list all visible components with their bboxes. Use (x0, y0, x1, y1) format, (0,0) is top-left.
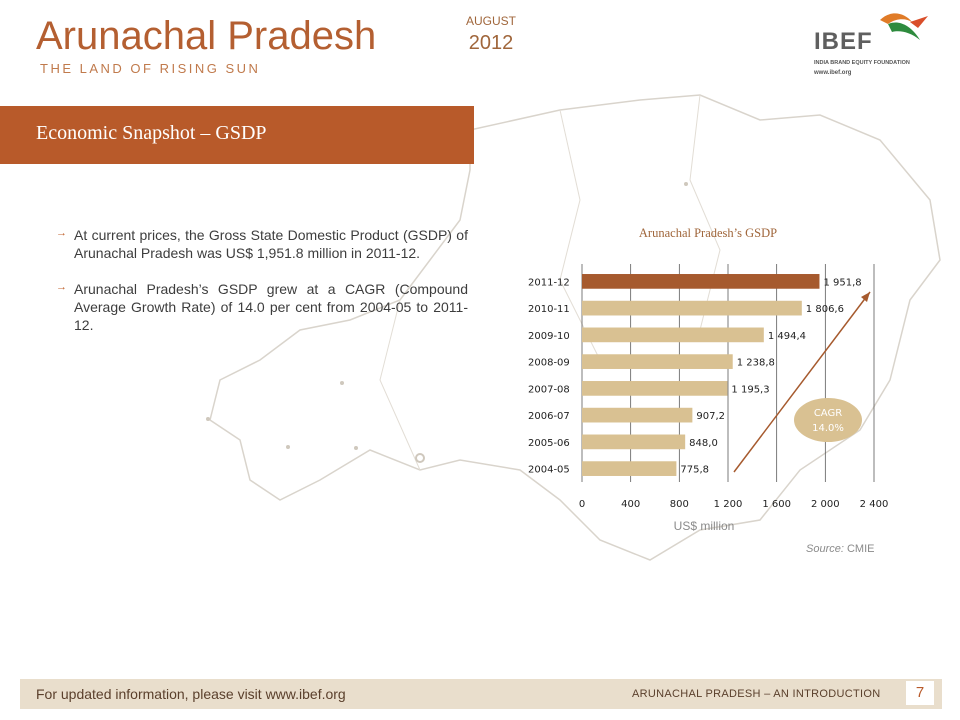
bar (582, 354, 733, 369)
logo-name: IBEF (814, 28, 873, 55)
data-label: 907,2 (696, 411, 725, 422)
bar (582, 434, 686, 450)
category-label: 2011-12 (528, 277, 570, 288)
cagr-label: CAGR (814, 408, 842, 419)
x-tick-label: 400 (621, 499, 640, 510)
chart-title: Arunachal Pradesh’s GSDP (638, 226, 778, 240)
ibef-logo[interactable]: IBEF INDIA BRAND EQUITY FOUNDATION www.i… (812, 6, 937, 94)
source-label: Source: (806, 543, 844, 555)
bar (582, 274, 820, 289)
x-tick-label: 1 200 (714, 499, 743, 510)
bullet-text: At current prices, the Gross State Domes… (74, 227, 468, 261)
cagr-value: 14.0% (812, 423, 844, 434)
map-dot (684, 182, 688, 186)
gsdp-bar-chart: 2004-05 775,8 2005-06 848,0 2006-07 907,2 2007… (528, 264, 889, 533)
category-label: 2007-08 (528, 384, 570, 395)
bar (582, 327, 764, 343)
x-tick-label: 1 600 (762, 499, 791, 510)
map-dot (415, 453, 425, 463)
data-label: 1 195,3 (731, 384, 769, 395)
district-line (379, 299, 421, 471)
trend-arrowhead-icon (861, 292, 870, 302)
section-banner: Economic Snapshot – GSDP (0, 106, 474, 164)
map-dot (354, 446, 358, 450)
bar (582, 407, 693, 423)
bullet-item: → Arunachal Pradesh’s GSDP grew at a CAG… (56, 280, 468, 334)
category-label: 2010-11 (528, 304, 570, 315)
bird-icon (880, 13, 928, 40)
bullet-item: → At current prices, the Gross State Dom… (56, 226, 468, 262)
arrow-icon: → (56, 227, 67, 239)
trend-arrow (733, 291, 871, 473)
logo-tagline: INDIA BRAND EQUITY FOUNDATION (814, 60, 910, 66)
page-title: Arunachal Pradesh (36, 14, 377, 58)
map-dot (340, 381, 344, 385)
category-label: 2009-10 (528, 331, 570, 342)
map-dot (286, 445, 290, 449)
district-line (689, 94, 721, 331)
state-outline (209, 94, 941, 561)
map-dot (206, 417, 210, 421)
category-label: 2004-05 (528, 465, 570, 476)
data-label: 1 238,8 (737, 358, 775, 369)
bullet-text: Arunachal Pradesh’s GSDP grew at a CAGR … (74, 281, 468, 333)
logo-url: www.ibef.org (814, 70, 852, 76)
data-label: 1 494,4 (768, 331, 806, 342)
x-tick-label: 2 400 (860, 499, 889, 510)
data-label: 1 951,8 (823, 277, 861, 288)
source-value: CMIE (846, 543, 875, 555)
bar (582, 300, 802, 316)
page-number: 7 (906, 681, 934, 705)
x-axis-label: US$ million (674, 519, 735, 533)
data-label: 848,0 (689, 438, 718, 449)
page-subtitle: THE LAND OF RISING SUN (40, 61, 261, 76)
footer-bar: For updated information, please visit ww… (20, 679, 942, 709)
arrow-icon: → (56, 281, 67, 293)
cagr-badge (794, 398, 862, 442)
data-label: 775,8 (680, 465, 709, 476)
bullet-list: → At current prices, the Gross State Dom… (56, 226, 468, 352)
category-label: 2005-06 (528, 438, 570, 449)
x-tick-label: 2 000 (811, 499, 840, 510)
footer-website-link[interactable]: For updated information, please visit ww… (36, 686, 346, 702)
district-line (559, 109, 601, 361)
x-tick-label: 800 (670, 499, 689, 510)
footer-section-label: ARUNACHAL PRADESH – AN INTRODUCTION (632, 688, 881, 700)
x-tick-label: 0 (579, 499, 585, 510)
section-title: Economic Snapshot – GSDP (36, 122, 267, 144)
data-label: 1 806,6 (806, 304, 844, 315)
category-label: 2008-09 (528, 358, 570, 369)
bar (582, 461, 677, 476)
bar (582, 381, 728, 396)
edition-year: 2012 (468, 32, 514, 54)
category-label: 2006-07 (528, 411, 570, 422)
source-note: Source: CMIE (806, 543, 874, 555)
edition-month: AUGUST (465, 14, 516, 28)
